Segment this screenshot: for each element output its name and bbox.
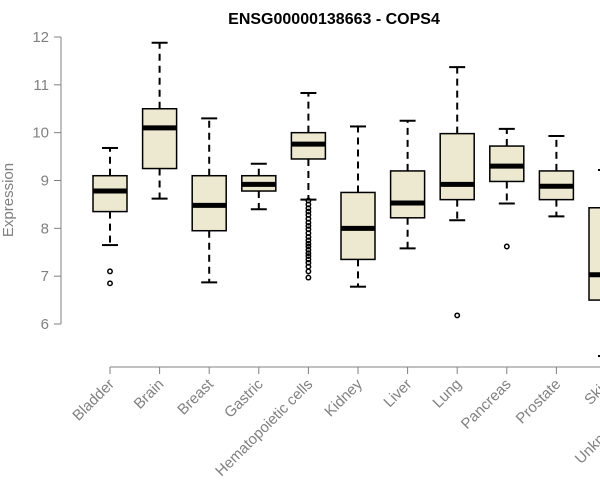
outlier-point bbox=[107, 280, 113, 287]
outlier-point bbox=[454, 312, 461, 319]
outlier-point bbox=[305, 256, 312, 263]
box-breast bbox=[191, 117, 227, 284]
box-skin bbox=[588, 168, 600, 358]
y-tick-label: 7 bbox=[41, 268, 49, 285]
outlier-point bbox=[305, 208, 312, 215]
outlier-point bbox=[305, 243, 312, 250]
outlier-point bbox=[305, 205, 312, 212]
box-liver bbox=[389, 119, 426, 250]
iqr-box bbox=[92, 174, 128, 213]
plot-area bbox=[92, 41, 600, 358]
outlier-point bbox=[305, 274, 312, 281]
box-brain bbox=[141, 41, 178, 200]
outlier-point bbox=[305, 222, 312, 229]
x-tick-label: Bladder bbox=[69, 376, 118, 425]
x-tick-label: Breast bbox=[174, 375, 217, 418]
box-bladder bbox=[92, 146, 128, 287]
y-axis: 6 7 8 9 10 11 12 bbox=[32, 29, 62, 333]
x-tick-label: Kidney bbox=[321, 375, 366, 420]
x-tick-label: Liver bbox=[380, 376, 415, 411]
iqr-box bbox=[588, 207, 600, 301]
x-tick-label: Lung bbox=[429, 376, 465, 412]
outlier-point bbox=[305, 240, 312, 247]
box-pancreas bbox=[489, 127, 525, 250]
outlier-point bbox=[305, 237, 312, 244]
y-tick-label: 12 bbox=[32, 29, 49, 46]
x-tick-label: Gastric bbox=[221, 375, 267, 421]
x-tick-label: Hematopoietic cells bbox=[212, 376, 316, 480]
outlier-point bbox=[305, 268, 312, 275]
outlier-point bbox=[305, 246, 312, 253]
x-tick-label: Prostate bbox=[513, 376, 565, 428]
iqr-box bbox=[141, 108, 178, 170]
box-kidney bbox=[340, 125, 376, 288]
outlier-point bbox=[305, 250, 312, 257]
outlier-point bbox=[305, 219, 312, 226]
y-tick-label: 6 bbox=[41, 316, 49, 333]
iqr-box bbox=[389, 170, 426, 219]
outlier-point bbox=[305, 233, 312, 240]
y-axis-label: Expression bbox=[0, 163, 17, 237]
x-tick-label: Skin bbox=[581, 376, 600, 409]
y-tick-label: 10 bbox=[32, 125, 49, 142]
box-hematopoietic-cells bbox=[290, 91, 327, 281]
y-tick-label: 11 bbox=[33, 77, 49, 94]
outlier-point bbox=[503, 243, 510, 250]
box-lung bbox=[439, 66, 475, 319]
outlier-point bbox=[305, 253, 312, 260]
outlier-point bbox=[305, 263, 312, 270]
chart-title: ENSG00000138663 - COPS4 bbox=[228, 11, 440, 28]
x-tick-label: Brain bbox=[131, 376, 168, 413]
outlier-point bbox=[107, 268, 113, 275]
box-gastric bbox=[241, 162, 277, 211]
iqr-box bbox=[439, 132, 475, 201]
x-tick-label: Pancreas bbox=[458, 376, 515, 433]
box-prostate bbox=[538, 135, 575, 218]
y-tick-label: 8 bbox=[41, 220, 49, 237]
y-tick-label: 9 bbox=[41, 173, 49, 190]
